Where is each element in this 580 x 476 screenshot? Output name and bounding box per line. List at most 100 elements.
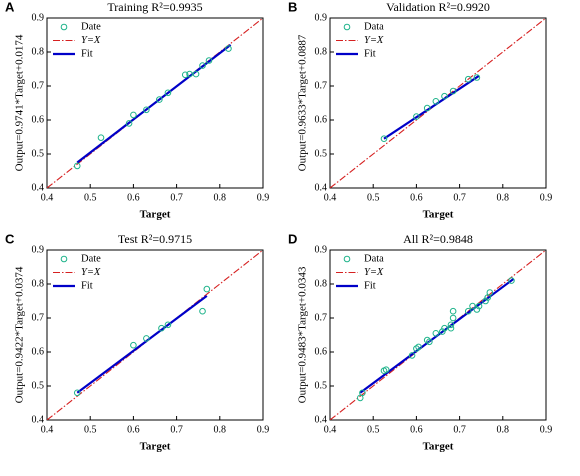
- data-point: [449, 314, 457, 322]
- y-axis-label: Output=0.9633*Target+0.0887: [297, 34, 309, 171]
- y-tick-label: 0.9: [32, 244, 45, 255]
- legend-label: Fit: [364, 48, 376, 59]
- legend-label: Fit: [364, 280, 376, 291]
- data-point: [432, 330, 440, 337]
- data-point: [164, 89, 172, 97]
- data-point: [73, 389, 81, 397]
- x-tick-label: 0.6: [127, 192, 140, 203]
- legend-marker: [60, 255, 68, 263]
- data-point: [125, 120, 133, 127]
- legend-label: Data: [364, 21, 384, 32]
- y-axis-label: Output=0.9422*Target+0.0374: [14, 266, 26, 403]
- y-tick-label: 0.4: [32, 182, 45, 193]
- y-tick-label: 0.5: [315, 380, 328, 391]
- data-point: [181, 71, 189, 79]
- panel-label: B: [288, 0, 297, 14]
- data-point: [508, 277, 515, 284]
- x-tick-label: 0.6: [410, 424, 423, 435]
- x-tick-label: 0.5: [84, 192, 97, 203]
- x-tick-label: 0.7: [453, 424, 466, 435]
- x-tick-label: 0.5: [84, 424, 97, 435]
- chart-title: Validation R²=0.9920: [386, 0, 490, 14]
- legend-label: Y=X: [81, 35, 101, 46]
- y-tick-label: 0.6: [32, 114, 45, 125]
- data-point: [473, 306, 481, 313]
- legend-marker: [343, 255, 351, 263]
- x-tick-label: 0.8: [214, 424, 227, 435]
- data-point: [426, 338, 433, 346]
- data-point: [464, 75, 472, 83]
- panel: B Validation R²=0.9920 Target Output=0.9633…: [288, 0, 552, 221]
- chart-title: All R²=0.9848: [403, 232, 473, 246]
- legend-label: Fit: [81, 280, 93, 291]
- legend-label: Y=X: [364, 35, 384, 46]
- data-point: [158, 324, 165, 332]
- data-point: [143, 106, 150, 114]
- data-point: [449, 87, 457, 95]
- data-point: [97, 134, 105, 141]
- data-point: [382, 366, 390, 373]
- x-tick-label: 0.6: [410, 192, 423, 203]
- y-tick-label: 0.8: [32, 278, 45, 289]
- data-point: [143, 335, 150, 342]
- x-tick-label: 0.8: [497, 424, 510, 435]
- data-point: [164, 321, 172, 329]
- data-point: [73, 162, 81, 170]
- y-tick-label: 0.8: [315, 46, 328, 57]
- data-point: [486, 289, 494, 296]
- y-tick-label: 0.4: [315, 182, 328, 193]
- y-tick-label: 0.5: [32, 148, 45, 159]
- legend-label: Data: [364, 253, 384, 264]
- data-point: [441, 92, 448, 100]
- data-point: [482, 297, 489, 305]
- data-point: [415, 343, 422, 351]
- x-tick-label: 0.9: [540, 192, 553, 203]
- data-point: [225, 45, 232, 52]
- x-tick-label: 0.8: [214, 192, 227, 203]
- data-point: [199, 307, 206, 315]
- y-tick-label: 0.9: [32, 12, 45, 23]
- x-tick-label: 0.4: [41, 424, 54, 435]
- y-tick-label: 0.4: [315, 414, 328, 425]
- plot-frame: [46, 17, 264, 189]
- chart-title: Test R²=0.9715: [118, 232, 192, 246]
- panel: A Training R²=0.9935 Target Output=0.9741*T…: [5, 0, 269, 221]
- data-point: [439, 328, 446, 335]
- y-tick-label: 0.9: [315, 244, 328, 255]
- y-axis-label: Output=0.9741*Target+0.0174: [14, 34, 26, 171]
- x-tick-label: 0.8: [497, 192, 510, 203]
- data-point: [408, 352, 416, 359]
- legend-marker: [343, 23, 351, 31]
- data-point: [192, 70, 200, 78]
- y-axis-label: Output=0.9483*Target+0.0343: [297, 266, 309, 403]
- y-tick-label: 0.6: [315, 346, 328, 357]
- legend-label: Y=X: [81, 267, 101, 278]
- x-tick-label: 0.4: [324, 192, 337, 203]
- x-tick-label: 0.9: [257, 424, 270, 435]
- data-point: [380, 135, 388, 142]
- data-point: [205, 57, 213, 64]
- data-point: [156, 96, 163, 103]
- y-tick-label: 0.5: [315, 148, 328, 159]
- data-point: [130, 341, 137, 349]
- x-tick-label: 0.7: [170, 424, 183, 435]
- x-tick-label: 0.6: [127, 424, 140, 435]
- chart-title: Training R²=0.9935: [107, 0, 202, 14]
- data-point: [432, 98, 440, 105]
- legend-marker: [60, 23, 68, 31]
- data-point: [359, 389, 366, 397]
- data-point: [473, 74, 481, 81]
- x-tick-label: 0.4: [41, 192, 54, 203]
- data-point: [203, 285, 211, 293]
- x-axis-label: Target: [423, 441, 454, 453]
- y-tick-label: 0.8: [32, 46, 45, 57]
- y-tick-label: 0.4: [32, 414, 45, 425]
- y-tick-label: 0.9: [315, 12, 328, 23]
- y-tick-label: 0.7: [32, 312, 45, 323]
- data-point: [447, 321, 455, 329]
- fit-line: [76, 295, 208, 394]
- data-point: [413, 113, 420, 120]
- data-point: [130, 111, 137, 119]
- fit-line: [383, 74, 480, 140]
